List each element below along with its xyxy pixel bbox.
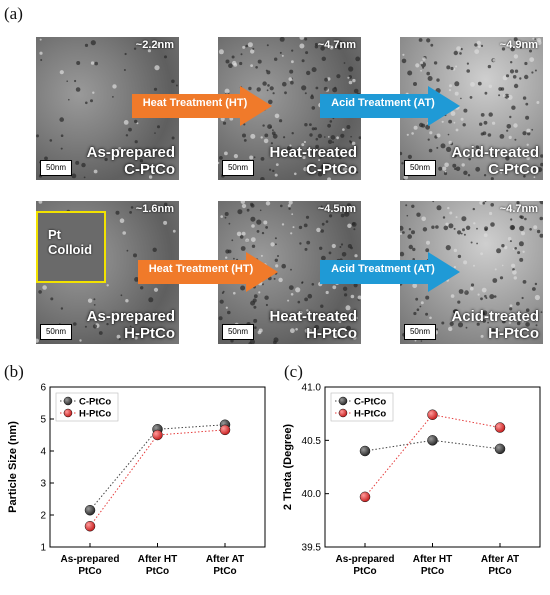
x-tick-label: PtCo [78,566,101,577]
x-tick-label: PtCo [488,566,511,577]
acid-treatment-arrow [320,252,460,292]
y-tick-label: 40.5 [302,436,322,447]
y-tick-label: 6 [40,383,46,394]
y-tick-label: 4 [40,447,46,458]
particle-size-label: ~4.7nm [499,203,538,215]
x-tick-label: PtCo [213,566,236,577]
panel-label-b: (b) [4,362,24,381]
legend-marker [63,396,73,406]
heat-treatment-arrow-label: Heat Treatment (HT) [142,97,248,109]
panel-label-c: (c) [284,362,303,381]
legend-marker [338,396,348,406]
legend-label: C-PtCo [354,397,386,408]
pt-colloid-inset: Pt Colloid [36,211,106,283]
y-tick-label: 40.0 [302,489,322,500]
x-tick-label: As-prepared [336,554,395,565]
particle-size-label: ~2.2nm [135,39,174,51]
x-tick-label: As-prepared [61,554,120,565]
image-caption: As-prepared C-PtCo [86,144,175,178]
heat-treatment-arrow-label: Heat Treatment (HT) [148,263,254,275]
legend-marker [63,408,73,418]
x-tick-label: PtCo [421,566,444,577]
data-point-h-ptco [427,409,438,420]
acid-treatment-arrow-label: Acid Treatment (AT) [331,97,435,109]
scale-bar: 50nm [40,324,72,340]
x-tick-label: After HT [138,554,177,565]
legend-label: H-PtCo [79,409,111,420]
acid-treatment-arrow-label: Acid Treatment (AT) [331,263,435,275]
image-caption: Heat-treated H-PtCo [269,308,357,342]
series-line-h-ptco [89,429,226,527]
x-tick-label: After AT [481,554,519,565]
data-point-h-ptco [494,422,506,433]
y-tick-label: 2 [40,511,46,522]
data-point-c-ptco [84,504,96,516]
image-caption: Acid-treated C-PtCo [451,144,539,178]
y-axis-label: Particle Size (nm) [7,421,19,513]
y-tick-label: 39.5 [302,543,322,554]
data-point-h-ptco [84,520,96,532]
tem-texture [36,38,178,179]
scale-bar: 50nm [222,324,254,340]
data-point-h-ptco [359,491,371,503]
image-caption: As-prepared H-PtCo [86,308,175,342]
particle-size-label: ~4.5nm [317,203,356,215]
x-tick-label: After HT [413,554,452,565]
data-point-h-ptco [152,429,163,441]
x-tick-label: After AT [206,554,244,565]
tem-image-h-acid-treated: ~4.7nm Acid-treated H-PtCo 50nm [400,201,543,344]
heat-treatment-arrow [138,252,278,292]
y-tick-label: 41.0 [302,383,322,394]
data-point-h-ptco [219,424,231,436]
particle-size-label: ~4.7nm [317,39,356,51]
data-point-c-ptco [494,443,506,455]
particle-size-label: ~1.6nm [135,203,174,215]
x-tick-label: PtCo [146,566,169,577]
legend-label: H-PtCo [354,409,386,420]
image-caption: Acid-treated H-PtCo [451,308,539,342]
y-axis-label: 2 Theta (Degree) [282,424,294,511]
scale-bar: 50nm [404,160,436,176]
acid-treatment-arrow [320,86,460,126]
legend-label: C-PtCo [79,397,111,408]
data-point-c-ptco [359,445,371,457]
scale-bar: 50nm [404,324,436,340]
x-tick-label: PtCo [353,566,376,577]
particle-size-label: ~4.9nm [499,39,538,51]
panel-label-a: (a) [4,4,23,23]
scale-bar: 50nm [40,160,72,176]
y-tick-label: 1 [40,543,46,554]
scale-bar: 50nm [222,160,254,176]
heat-treatment-arrow [132,86,272,126]
series-line-h-ptco [364,414,501,498]
data-point-c-ptco [427,435,438,446]
legend-marker [338,408,348,418]
image-caption: Heat-treated C-PtCo [269,144,357,178]
y-tick-label: 5 [40,415,46,426]
y-tick-label: 3 [40,479,46,490]
